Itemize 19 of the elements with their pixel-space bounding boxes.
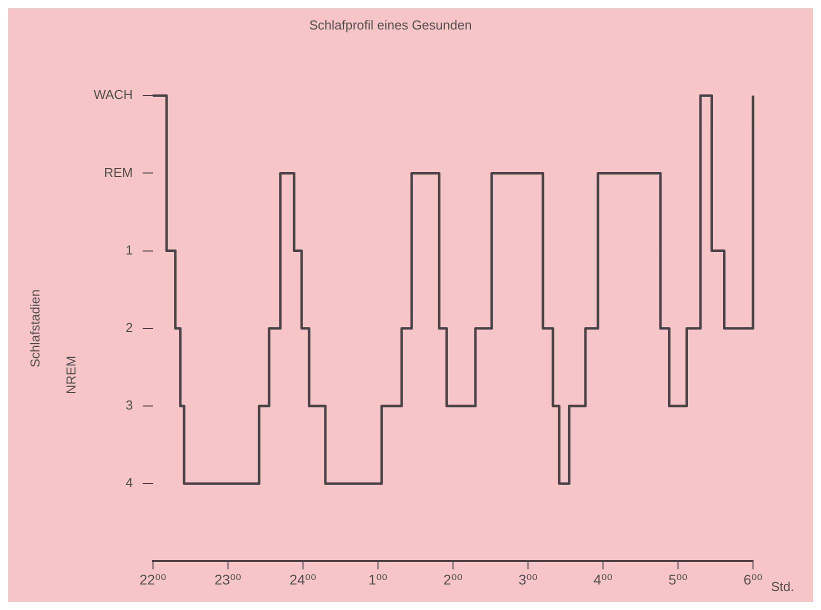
y-tick-label: REM [104, 164, 133, 180]
chart-title: Schlafprofil eines Gesunden [309, 17, 472, 32]
x-tick-label: 22⁰⁰ [139, 571, 167, 588]
x-tick-label: 23⁰⁰ [214, 571, 242, 588]
x-tick-label: 24⁰⁰ [289, 571, 317, 588]
x-axis-title: Std. [771, 578, 794, 594]
y-tick-label: 4 [126, 475, 133, 490]
x-tick-label: 5⁰⁰ [668, 571, 688, 588]
y-tick-label: WACH [94, 87, 133, 102]
x-tick-label: 3⁰⁰ [518, 571, 538, 588]
y-axis-title: Schlafstadien [27, 289, 42, 368]
x-tick-label: 2⁰⁰ [443, 571, 463, 588]
x-tick-label: 4⁰⁰ [593, 571, 613, 588]
x-tick-label: 1⁰⁰ [368, 571, 388, 588]
x-tick-label: 6⁰⁰ [743, 571, 763, 588]
y-tick-label: 1 [126, 242, 133, 258]
y-tick-label: 2 [126, 320, 133, 335]
y-tick-label: 3 [126, 398, 133, 413]
text: NREM [64, 356, 79, 394]
